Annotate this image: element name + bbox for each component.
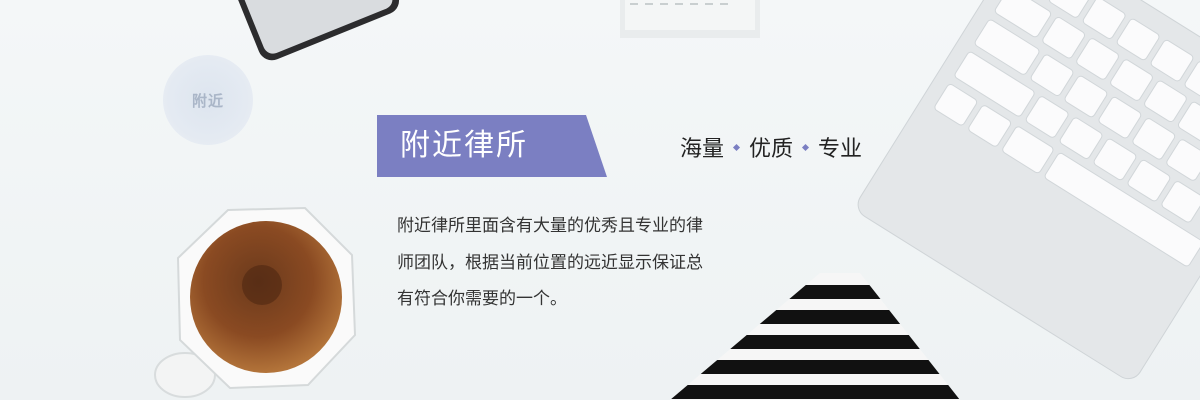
separator <box>801 143 810 151</box>
separator <box>732 143 741 151</box>
tagline: 海量 优质 专业 <box>680 131 862 163</box>
title: 附近律所 <box>400 128 528 163</box>
description-line: 师团队，根据当前位置的远近显示保证总 <box>397 252 703 273</box>
tagline-item: 优质 <box>749 137 794 162</box>
description-line: 附近律所里面含有大量的优秀且专业的律 <box>397 216 703 236</box>
title-background <box>377 115 607 177</box>
description: 附近律所里面含有大量的优秀且专业的律 师团队，根据当前位置的远近显示保证总 有符… <box>397 208 703 318</box>
description-line: 有符合你需要的一个。 <box>397 289 567 309</box>
phone <box>230 0 400 61</box>
notebook <box>670 273 960 400</box>
box <box>620 0 760 38</box>
keyboard <box>857 0 1200 380</box>
badge: 附近 <box>163 55 253 145</box>
tagline-item: 专业 <box>818 137 863 162</box>
tagline-item: 海量 <box>680 137 725 162</box>
coffee-cup <box>154 206 357 398</box>
